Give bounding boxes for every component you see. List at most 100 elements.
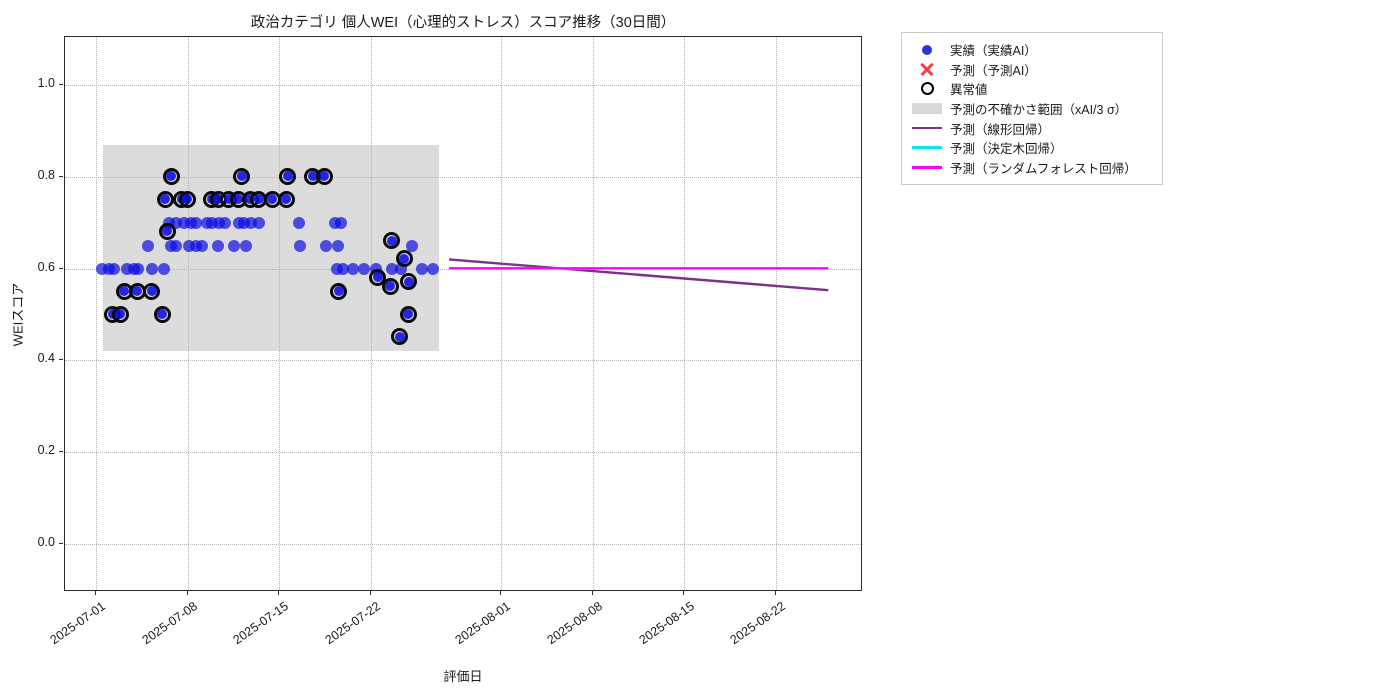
- legend-label: 予測（ランダムフォレスト回帰）: [950, 161, 1137, 176]
- outlier-point-dot: [333, 286, 344, 297]
- outlier-point: [233, 167, 251, 185]
- outlier-point-dot: [307, 171, 318, 182]
- outlier-point-dot: [236, 171, 247, 182]
- x-tick-mark: [591, 591, 593, 595]
- forecast-lines: [448, 258, 829, 292]
- outlier-point-dot: [162, 226, 173, 237]
- scatter-point: [406, 239, 419, 252]
- x-tick-label: 2025-07-08: [139, 599, 200, 648]
- outlier-point-dot: [132, 286, 143, 297]
- outlier-point-dot: [160, 194, 171, 205]
- legend-marker-line: [910, 146, 944, 150]
- outlier-point: [111, 305, 129, 323]
- y-tick-label: 0.2: [37, 443, 55, 458]
- scatter-point: [320, 239, 333, 252]
- y-tick-label: 0.6: [37, 259, 55, 274]
- scatter-point: [294, 239, 306, 252]
- scatter-point: [142, 239, 155, 252]
- scatter-point: [337, 262, 350, 275]
- x-gridline: [592, 37, 594, 590]
- y-tick-label: 0.8: [37, 167, 55, 182]
- legend-label: 異常値: [950, 83, 988, 98]
- outlier-point-dot: [223, 194, 234, 205]
- y-tick-mark: [59, 84, 63, 85]
- x-tick-label: 2025-08-22: [727, 599, 789, 648]
- scatter-point: [415, 262, 428, 275]
- x-gridline: [684, 37, 686, 590]
- outlier-point: [330, 282, 348, 300]
- x-gridline: [776, 37, 777, 590]
- x-tick-mark: [95, 591, 96, 595]
- y-tick-mark: [59, 359, 63, 361]
- outlier-point: [162, 167, 180, 185]
- outlier-point: [158, 222, 176, 240]
- scatter-point: [146, 262, 159, 275]
- open-circle-marker-icon: [920, 82, 934, 96]
- x-gridline: [96, 37, 97, 590]
- outlier-point-dot: [319, 171, 330, 182]
- scatter-point: [195, 239, 208, 252]
- x-tick-label: 2025-07-22: [322, 599, 383, 648]
- legend-marker-dot: [910, 44, 944, 55]
- y-tick-mark: [59, 267, 63, 269]
- legend-marker-open-circle: [910, 82, 944, 96]
- outlier-point-dot: [115, 309, 126, 319]
- x-tick-mark: [500, 591, 502, 595]
- outlier-point-dot: [182, 194, 193, 205]
- scatter-point: [358, 262, 371, 275]
- plot-area: [64, 36, 862, 591]
- outlier-point-dot: [399, 253, 410, 264]
- x-tick-mark: [775, 591, 776, 595]
- scatter-point: [190, 216, 203, 229]
- legend-marker-line: [910, 166, 944, 169]
- outlier-point: [391, 328, 409, 346]
- line-marker-icon: [912, 146, 942, 150]
- outlier-point: [153, 305, 171, 323]
- scatter-point: [169, 239, 182, 252]
- outlier-point-dot: [213, 194, 224, 205]
- patch-marker-icon: [912, 103, 942, 115]
- outlier-point-dot: [394, 331, 405, 342]
- line-marker-icon: [912, 166, 942, 169]
- legend-item: 予測（ランダムフォレスト回帰）: [910, 158, 1154, 178]
- legend-marker-patch: [910, 103, 944, 115]
- y-axis-label: WEIスコア: [10, 282, 26, 347]
- outlier-point: [279, 167, 297, 185]
- legend-item: 予測の不確かさ範囲（xAI/3 σ）: [910, 99, 1154, 119]
- scatter-point: [211, 239, 224, 252]
- outlier-point-dot: [403, 276, 414, 287]
- scatter-point: [335, 216, 348, 229]
- x-axis-label: 評価日: [443, 669, 483, 684]
- outlier-point: [156, 190, 174, 208]
- outlier-point-dot: [233, 194, 244, 205]
- outlier-point-dot: [386, 235, 397, 246]
- outlier-point-dot: [403, 309, 414, 319]
- scatter-point: [108, 262, 121, 275]
- scatter-point: [253, 216, 266, 229]
- legend-item: 予測（決定木回帰）: [910, 138, 1154, 158]
- outlier-point-dot: [281, 194, 292, 205]
- legend-label: 予測（線形回帰）: [950, 122, 1051, 137]
- outlier-point: [383, 232, 401, 250]
- legend-item: 予測（線形回帰）: [910, 118, 1154, 138]
- legend-item: 予測（予測AI）: [910, 60, 1154, 80]
- legend-label: 予測（決定木回帰）: [950, 142, 1063, 157]
- y-gridline: [65, 360, 861, 362]
- dot-marker-icon: [922, 44, 932, 55]
- x-gridline: [370, 37, 372, 590]
- scatter-point: [346, 262, 359, 275]
- outlier-point: [178, 190, 196, 208]
- x-tick-mark: [369, 591, 371, 595]
- outlier-point-dot: [166, 171, 177, 182]
- x-tick-label: 2025-07-01: [47, 599, 109, 648]
- legend-label: 予測の不確かさ範囲（xAI/3 σ）: [950, 103, 1128, 118]
- legend-marker-line: [910, 126, 944, 130]
- outlier-point: [277, 190, 295, 208]
- y-gridline: [65, 544, 861, 545]
- cross-marker-icon: [920, 62, 934, 76]
- outlier-point: [395, 250, 413, 268]
- outlier-point-dot: [267, 194, 278, 205]
- line-marker-icon: [912, 126, 942, 130]
- outlier-point: [399, 305, 417, 323]
